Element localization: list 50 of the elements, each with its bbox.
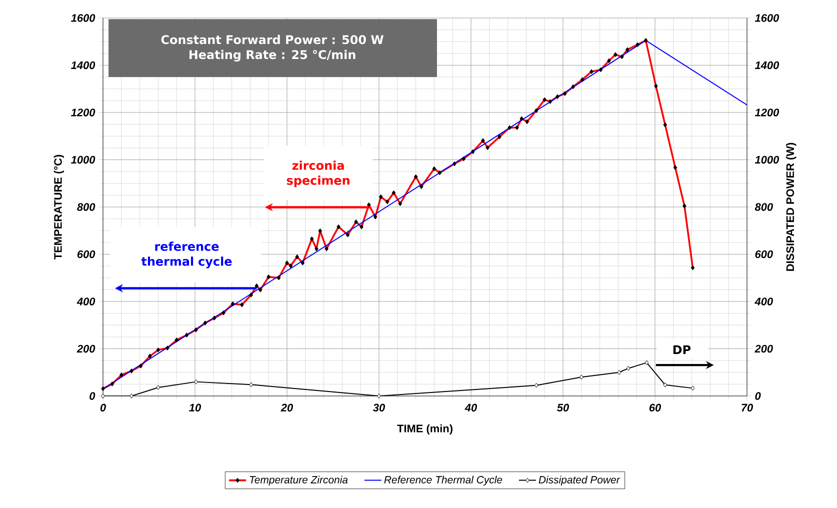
x-tick-label: 60 xyxy=(649,404,661,412)
y2-tick-label: 1400 xyxy=(754,61,780,70)
point xyxy=(626,366,630,371)
point xyxy=(534,382,538,388)
annotation: Constant Forward Power : 500 W xyxy=(161,34,384,44)
legend-label: Temperature Zirconia xyxy=(250,476,348,486)
point xyxy=(249,382,254,388)
point xyxy=(663,382,668,388)
point xyxy=(580,374,584,380)
y2-tick-label: 1600 xyxy=(754,14,780,22)
y-tick-label: 0 xyxy=(90,392,96,400)
point xyxy=(156,385,160,390)
y-tick-label: 400 xyxy=(76,298,96,306)
annotation: DP xyxy=(673,345,691,354)
y-tick-label: 1400 xyxy=(71,61,96,70)
point xyxy=(130,394,134,398)
y2-tick-label: 0 xyxy=(755,392,761,400)
point xyxy=(377,394,381,398)
x-tick-label: 70 xyxy=(742,404,753,412)
annotation: zirconia specimen xyxy=(286,160,350,188)
legend-label: Reference Thermal Cycle xyxy=(384,476,502,486)
y-tick-label: 800 xyxy=(77,203,96,211)
y-tick-label: 200 xyxy=(76,344,96,353)
x-tick-label: 30 xyxy=(372,404,385,412)
x-axis-title: TIME (min) xyxy=(397,424,452,435)
y2-axis-title: DISSIPATED POWER (W) xyxy=(786,142,796,271)
y-tick-label: 600 xyxy=(77,250,96,258)
annotation: reference thermal cycle xyxy=(141,242,232,268)
y2-tick-label: 200 xyxy=(754,344,773,353)
point xyxy=(644,360,649,366)
point xyxy=(194,379,198,384)
x-tick-label: 20 xyxy=(280,404,293,412)
y-tick-label: 1000 xyxy=(71,156,96,164)
x-tick-label: 50 xyxy=(557,404,569,412)
y-axis-title: TEMPERATURE (°C) xyxy=(54,154,64,260)
y2-tick-label: 400 xyxy=(754,298,773,306)
y2-tick-label: 1000 xyxy=(754,156,780,164)
y-tick-label: 1600 xyxy=(71,14,96,22)
legend-label: Dissipated Power xyxy=(538,476,620,486)
y-tick-label: 1200 xyxy=(71,108,96,116)
y2-tick-label: 800 xyxy=(754,203,773,211)
x-tick-label: 0 xyxy=(100,404,106,412)
point xyxy=(617,370,622,375)
y2-tick-label: 1200 xyxy=(754,108,780,116)
annotation: Heating Rate : 25 °C/min xyxy=(189,50,356,62)
x-tick-label: 10 xyxy=(189,404,201,412)
point xyxy=(690,386,695,391)
x-tick-label: 40 xyxy=(464,404,477,412)
y2-tick-label: 600 xyxy=(755,250,773,258)
point xyxy=(101,394,105,398)
